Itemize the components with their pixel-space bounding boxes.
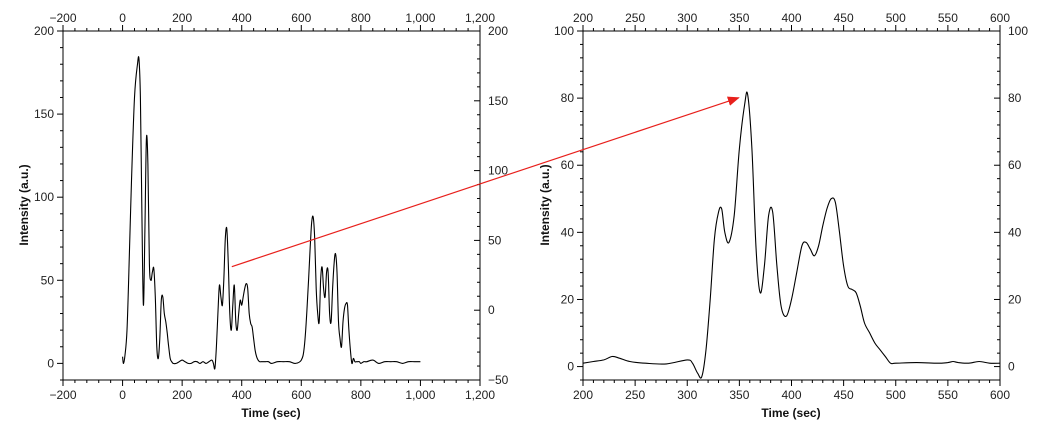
y-tick-label: 0 <box>47 356 54 370</box>
y-tick-label: 100 <box>554 24 574 38</box>
x-tick-label-top: 400 <box>232 11 252 25</box>
x-tick-label-top: 800 <box>351 11 371 25</box>
y-tick-label-right: 80 <box>1008 91 1022 105</box>
chart-left: −200 0 200 400 600 800 1,000 1,200 −200 0 200 400 6… <box>17 11 509 420</box>
chart-right: 200 250 300 350 400 450 500 550 600 200 250 300 350… <box>538 11 1028 420</box>
x-tick-label: 500 <box>886 388 906 402</box>
x-tick-label-top: 250 <box>625 11 645 25</box>
x-tick-label-top: 300 <box>677 11 697 25</box>
x-tick-label-top: 350 <box>729 11 749 25</box>
plot-frame-right <box>582 30 1001 381</box>
x-tick-label: 400 <box>781 388 801 402</box>
x-tick-label: 1,000 <box>405 388 435 402</box>
y-tick-label-right: 60 <box>1008 158 1022 172</box>
x-tick-label-top: 400 <box>781 11 801 25</box>
x-tick-label-top: 200 <box>172 11 192 25</box>
y-tick-label: 40 <box>561 225 575 239</box>
x-axis-title-left: Time (sec) <box>241 406 300 420</box>
y-tick-label-right: 40 <box>1008 225 1022 239</box>
y-tick-label: 0 <box>567 360 574 374</box>
x-tick-label: 600 <box>291 388 311 402</box>
x-tick-label: 200 <box>172 388 192 402</box>
x-tick-label-top: 1,000 <box>405 11 435 25</box>
x-tick-label-top: 450 <box>834 11 854 25</box>
x-tick-label-top: −200 <box>49 11 76 25</box>
y-tick-label: 150 <box>34 107 54 121</box>
x-tick-label: 250 <box>625 388 645 402</box>
x-tick-label: 550 <box>938 388 958 402</box>
x-tick-label: 300 <box>677 388 697 402</box>
x-tick-label: 800 <box>351 388 371 402</box>
y-tick-label-right: 100 <box>1008 24 1028 38</box>
x-tick-label: 450 <box>834 388 854 402</box>
y-tick-label: 100 <box>34 190 54 204</box>
x-tick-label: −200 <box>49 388 76 402</box>
intensity-series-right <box>582 91 1001 379</box>
x-tick-label-top: 500 <box>886 11 906 25</box>
y-tick-label: 200 <box>34 24 54 38</box>
intensity-series-left <box>122 56 421 370</box>
y-tick-label: 60 <box>561 158 575 172</box>
x-tick-label-top: 550 <box>938 11 958 25</box>
x-tick-label: 200 <box>573 388 593 402</box>
x-tick-label: 400 <box>232 388 252 402</box>
plot-frame-left <box>62 30 481 381</box>
y-tick-label: 50 <box>41 273 55 287</box>
y-tick-label-right: 0 <box>488 303 495 317</box>
y-tick-label-right: 0 <box>1008 360 1015 374</box>
x-tick-label-top: 0 <box>119 11 126 25</box>
y-tick-label-right: 20 <box>1008 292 1022 306</box>
y-axis-title-right: Intensity (a.u.) <box>538 164 552 245</box>
zoom-annotation-arrow <box>231 96 740 268</box>
x-axis-title-right: Time (sec) <box>761 406 820 420</box>
x-tick-label-top: 600 <box>990 11 1010 25</box>
y-axis-title-left: Intensity (a.u.) <box>17 164 31 245</box>
x-tick-label-top: 600 <box>291 11 311 25</box>
x-tick-label: 1,200 <box>465 388 495 402</box>
y-tick-label-right: 50 <box>488 233 502 247</box>
y-tick-label: 20 <box>561 292 575 306</box>
y-tick-label: 80 <box>561 91 575 105</box>
x-tick-label: 350 <box>729 388 749 402</box>
x-tick-label-top: 1,200 <box>465 11 495 25</box>
y-tick-label-right: 150 <box>488 94 508 108</box>
y-tick-label-right: 100 <box>488 164 508 178</box>
y-tick-label-right: −50 <box>488 373 509 387</box>
x-tick-label-top: 200 <box>573 11 593 25</box>
y-tick-label-right: 200 <box>488 24 508 38</box>
x-tick-label: 0 <box>119 388 126 402</box>
x-tick-label: 600 <box>990 388 1010 402</box>
